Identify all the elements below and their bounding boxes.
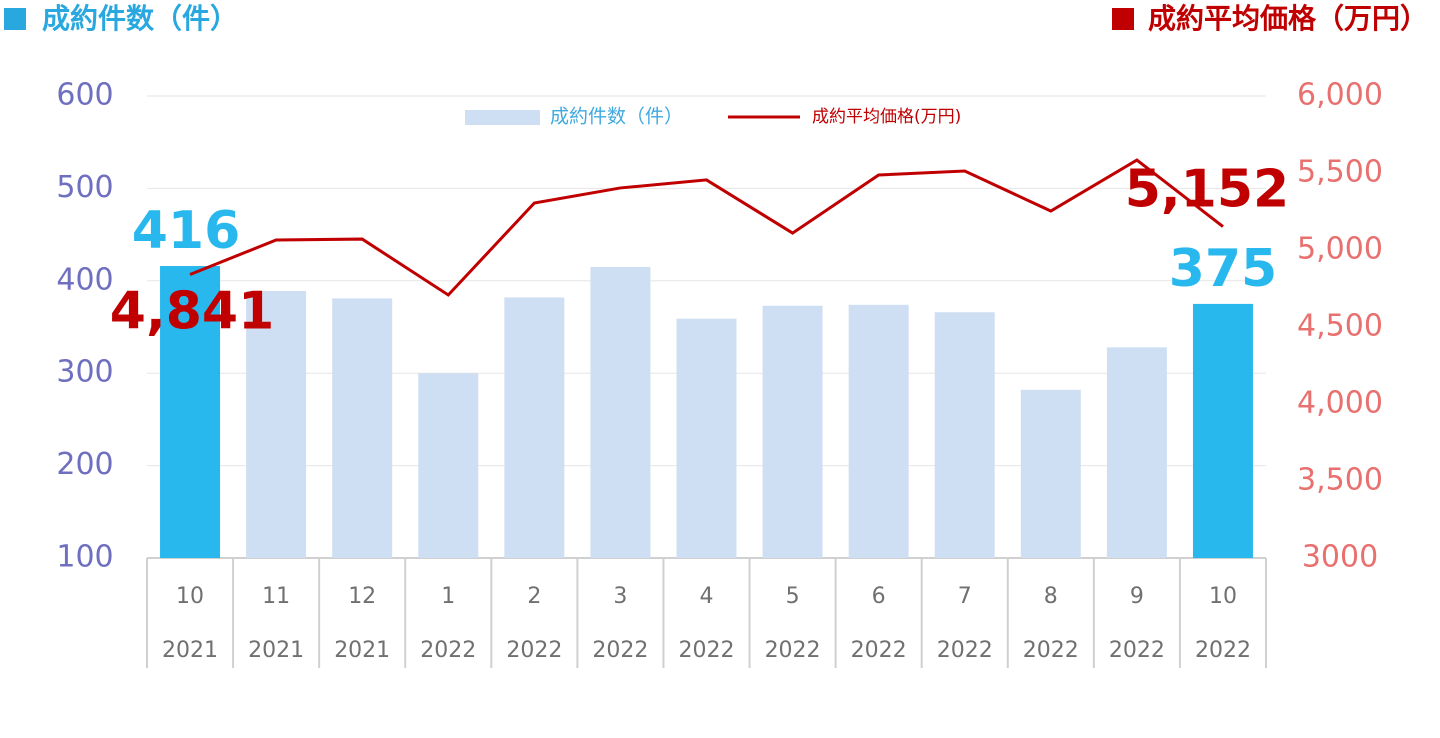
y2-tick-label: 4,000 — [1297, 386, 1383, 421]
bar — [1192, 303, 1253, 558]
x-tick-label-year: 2021 — [162, 638, 218, 663]
x-tick-label-year: 2022 — [592, 638, 648, 663]
x-tick-label: 2 — [527, 584, 541, 609]
x-tick-label: 10 — [176, 584, 204, 609]
left-title-marker — [4, 8, 26, 30]
x-tick-label: 7 — [958, 584, 972, 609]
bar — [418, 373, 479, 558]
x-tick-label-year: 2022 — [679, 638, 735, 663]
y2-tick-label: 5,500 — [1297, 155, 1383, 190]
x-tick-label-year: 2022 — [1023, 638, 1079, 663]
x-tick-label: 1 — [441, 584, 455, 609]
left-axis-title: 成約件数（件） — [42, 2, 238, 35]
legend-swatch — [465, 110, 540, 125]
bar — [332, 298, 393, 558]
line — [189, 158, 1224, 297]
y2-tick-label: 5,000 — [1297, 232, 1383, 267]
right-axis-title: 成約平均価格（万円） — [1148, 2, 1428, 35]
y-tick-label: 400 — [56, 262, 113, 297]
bar — [1106, 347, 1167, 558]
x-tick-label: 12 — [348, 584, 376, 609]
bar — [160, 266, 221, 558]
bar — [934, 312, 995, 558]
bar — [762, 305, 823, 558]
bar — [848, 304, 909, 558]
x-tick-label-year: 2022 — [506, 638, 562, 663]
x-tick-label-year: 2022 — [1109, 638, 1165, 663]
x-tick-label: 10 — [1209, 584, 1237, 609]
right-title-marker — [1112, 8, 1134, 30]
x-tick-label: 3 — [613, 584, 627, 609]
x-tick-label-year: 2022 — [420, 638, 476, 663]
x-tick-label: 6 — [872, 584, 886, 609]
x-tick-label: 5 — [786, 584, 800, 609]
x-tick-label-year: 2021 — [248, 638, 304, 663]
y-tick-label: 600 — [56, 78, 113, 113]
x-tick-label-year: 2022 — [765, 638, 821, 663]
bar — [590, 266, 651, 558]
x-tick-label-year: 2022 — [851, 638, 907, 663]
bar — [676, 318, 737, 558]
x-tick-label: 11 — [262, 584, 290, 609]
x-tick-label: 9 — [1130, 584, 1144, 609]
bar — [1020, 389, 1081, 558]
bar-value-label: 375 — [1169, 239, 1278, 299]
y-tick-label: 100 — [56, 540, 113, 575]
x-tick-label-year: 2022 — [937, 638, 993, 663]
x-tick-label-year: 2021 — [334, 638, 390, 663]
legend-label: 成約件数（件） — [550, 106, 683, 128]
y2-tick-label: 6,000 — [1297, 78, 1383, 113]
y2-tick-label: 3,500 — [1297, 463, 1383, 498]
line-value-label: 5,152 — [1125, 160, 1289, 220]
x-tick-label-year: 2022 — [1195, 638, 1251, 663]
bar-value-label: 416 — [132, 201, 241, 261]
y-tick-label: 500 — [56, 170, 113, 205]
legend-label: 成約平均価格(万円) — [812, 107, 961, 127]
x-tick-label: 8 — [1044, 584, 1058, 609]
y-tick-label: 300 — [56, 355, 113, 390]
x-tick-label: 4 — [700, 584, 714, 609]
y2-tick-label: 4,500 — [1297, 309, 1383, 344]
line-value-label: 4,841 — [110, 281, 274, 341]
y2-tick-label: 3000 — [1302, 540, 1378, 575]
bar — [246, 290, 307, 558]
y-tick-label: 200 — [56, 447, 113, 482]
bar — [504, 297, 565, 558]
